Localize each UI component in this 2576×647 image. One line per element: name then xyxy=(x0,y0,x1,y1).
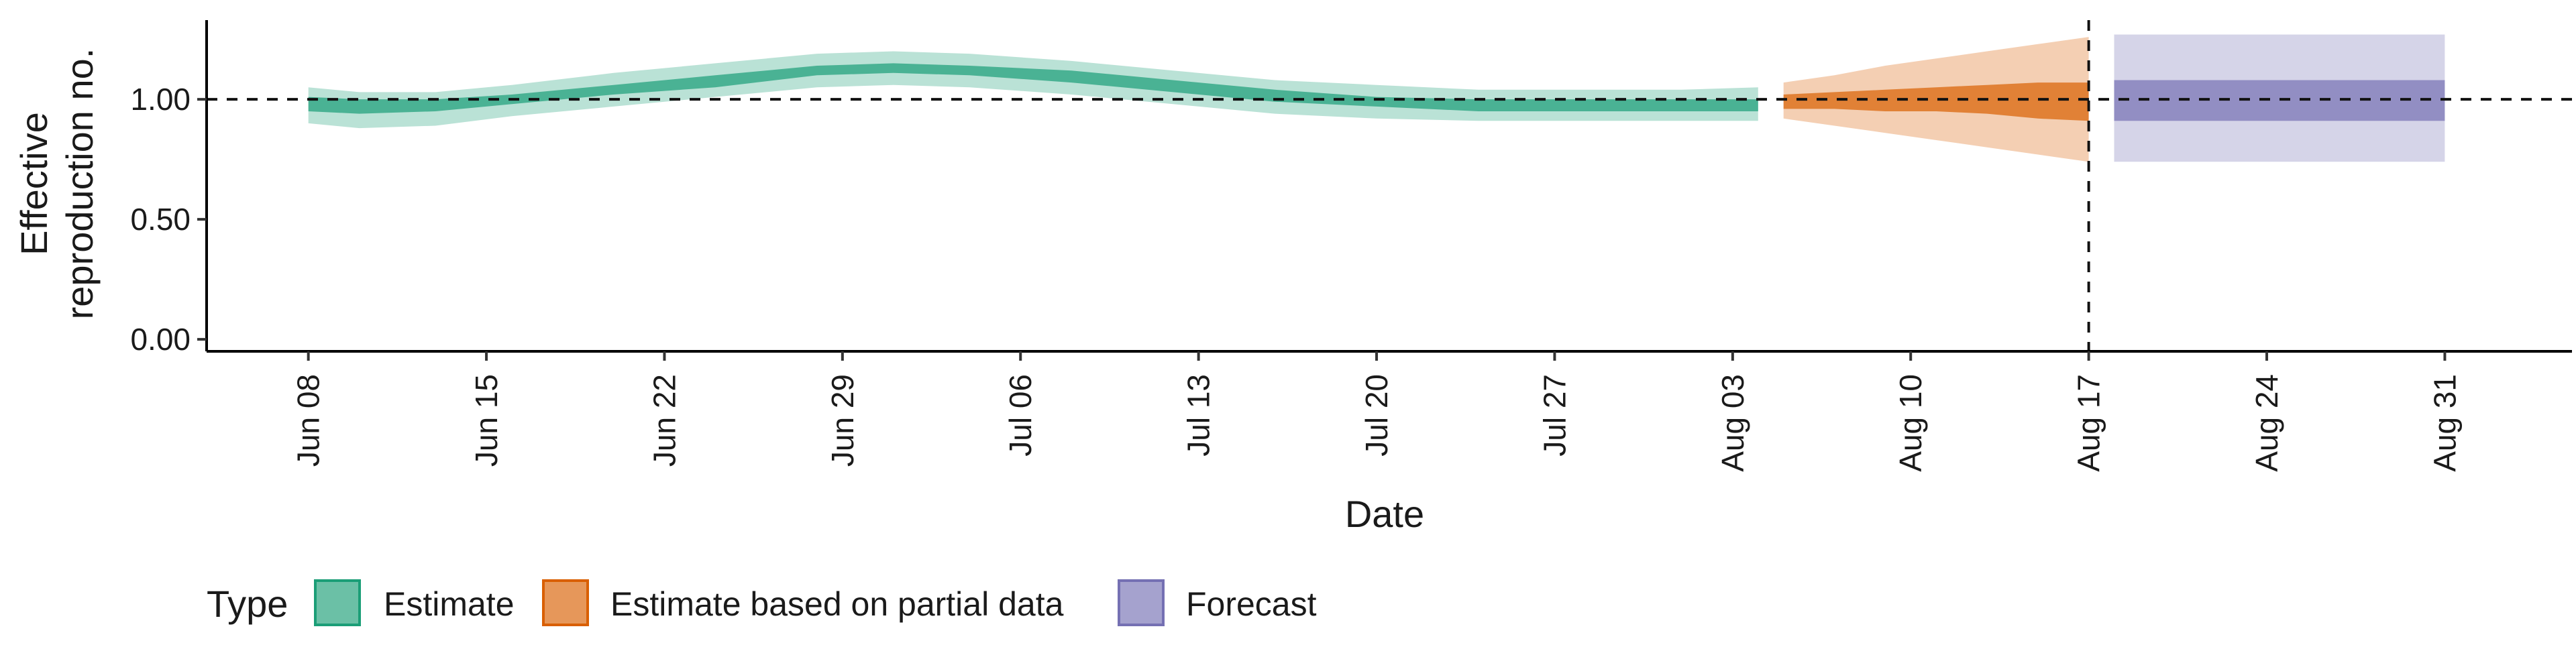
y-tick-label: 1.00 xyxy=(130,82,191,117)
legend-key-estimate-based-on-partial-data xyxy=(542,579,589,626)
x-tick-label: Aug 03 xyxy=(1715,374,1750,472)
estimate-based-on-partial-data-band-50 xyxy=(1783,82,2089,121)
legend-label-forecast: Forecast xyxy=(1186,585,1317,623)
x-tick-label: Jun 29 xyxy=(825,374,860,467)
legend: Type Estimate Estimate based on partial d… xyxy=(207,579,1317,626)
x-tick-label: Jul 27 xyxy=(1537,374,1572,457)
legend-label-estimate-based-on-partial-data: Estimate based on partial data xyxy=(610,585,1064,623)
x-axis-title: Date xyxy=(1345,493,1424,535)
x-tick-label: Aug 24 xyxy=(2249,374,2284,472)
y-tick-label: 0.00 xyxy=(130,322,191,357)
y-tick-label: 0.50 xyxy=(130,202,191,237)
x-tick-label: Aug 31 xyxy=(2427,374,2462,472)
x-tick-label: Jul 13 xyxy=(1181,374,1216,457)
x-tick-label: Jun 15 xyxy=(469,374,504,467)
legend-key-forecast xyxy=(1118,579,1165,626)
legend-key-estimate xyxy=(314,579,361,626)
forecast-band-50 xyxy=(2114,80,2445,121)
x-tick-label: Aug 17 xyxy=(2072,374,2106,472)
x-tick-label: Aug 10 xyxy=(1893,374,1928,472)
y-axis-title-line-1: Effective xyxy=(13,112,55,255)
estimate-band-50 xyxy=(308,63,1758,114)
legend-title: Type xyxy=(207,583,288,625)
x-tick-label: Jun 22 xyxy=(647,374,682,467)
x-tick-label: Jun 08 xyxy=(291,374,326,467)
y-axis-title-line-2: reproduction no. xyxy=(58,48,101,320)
plot-area xyxy=(207,20,2572,351)
axes: 0.00 0.50 1.00 Jun 08 Jun 15 Jun 22 Jun 29 Jul … xyxy=(130,20,2572,472)
x-tick-label: Jul 06 xyxy=(1003,374,1038,457)
x-tick-label: Jul 20 xyxy=(1359,374,1394,457)
legend-label-estimate: Estimate xyxy=(384,585,515,623)
estimate-band-90 xyxy=(308,51,1758,129)
